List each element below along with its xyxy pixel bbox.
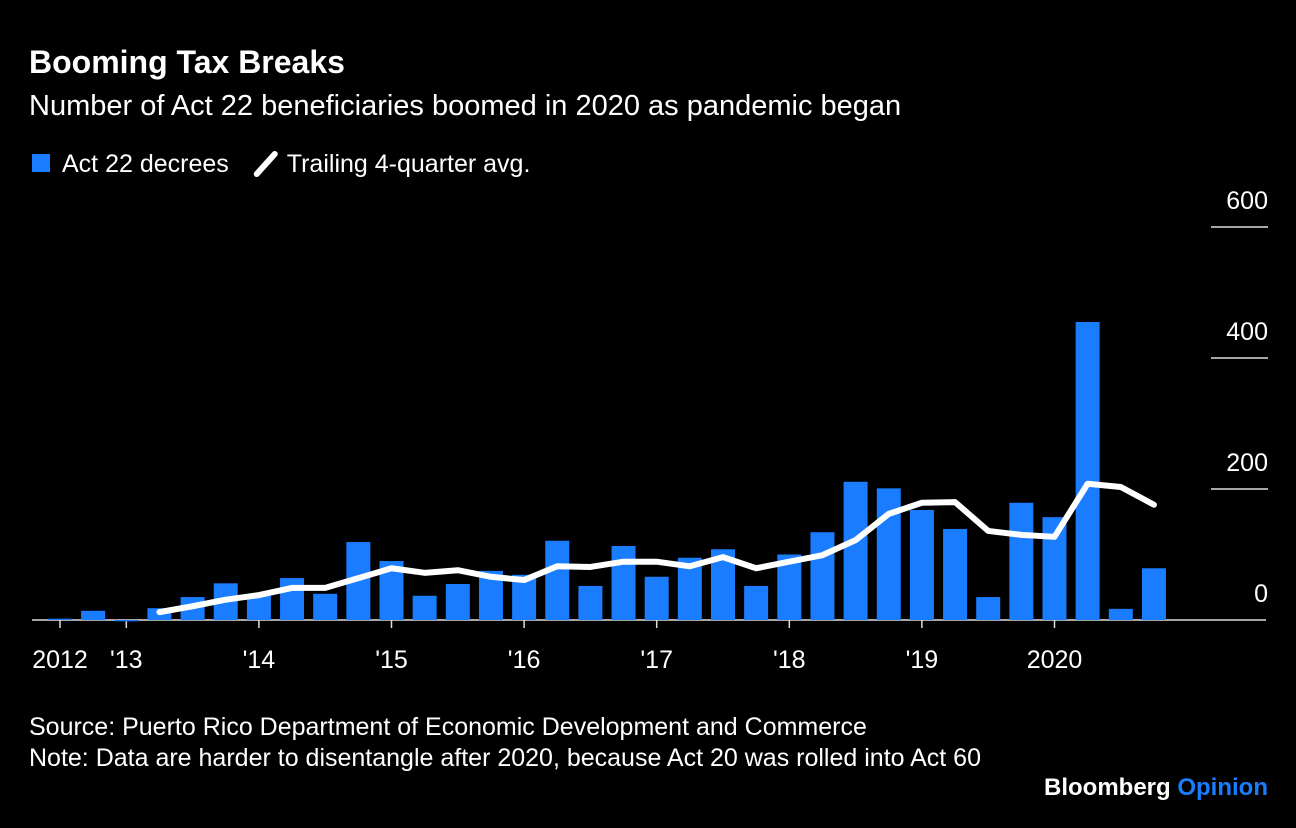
bar <box>943 528 968 620</box>
line <box>156 480 1157 616</box>
bar <box>412 595 437 620</box>
logo-opinion: Opinion <box>1177 774 1268 801</box>
bar <box>246 595 271 620</box>
bar <box>445 583 470 620</box>
x-tick-label: 2012 <box>32 646 88 674</box>
bar <box>611 545 636 620</box>
logo-brand: Bloomberg <box>1044 774 1171 801</box>
x-tick-label: '17 <box>640 646 673 674</box>
bar <box>545 540 570 620</box>
bar <box>114 620 139 622</box>
x-tick-label: '14 <box>243 646 276 674</box>
x-tick-label: '16 <box>508 646 541 674</box>
chart-subtitle: Number of Act 22 beneficiaries boomed in… <box>29 90 901 122</box>
source: Source: Puerto Rico Department of Econom… <box>29 713 867 741</box>
bar <box>644 576 669 620</box>
y-tick-label: 200 <box>1226 449 1268 477</box>
y-tick-label: 400 <box>1226 318 1268 346</box>
bar <box>843 481 868 620</box>
legend-swatch <box>32 154 50 172</box>
bar <box>1009 502 1034 620</box>
legend-label: Act 22 decrees <box>62 150 229 178</box>
chart-title: Booming Tax Breaks <box>29 44 345 80</box>
legend-swatch <box>253 151 278 177</box>
bar <box>313 593 338 620</box>
y-tick-label: 0 <box>1254 580 1268 608</box>
bar <box>1075 321 1100 620</box>
x-tick-label: '19 <box>906 646 939 674</box>
bar <box>81 610 106 620</box>
x-tick-label: '18 <box>773 646 806 674</box>
bar <box>280 578 305 620</box>
bar <box>976 597 1001 620</box>
bar <box>48 618 72 620</box>
bar <box>909 509 934 620</box>
bar <box>810 532 835 620</box>
legend-label: Trailing 4-quarter avg. <box>287 150 531 178</box>
note: Note: Data are harder to disentangle aft… <box>29 744 981 772</box>
x-tick-label: 2020 <box>1027 646 1083 674</box>
x-tick-label: '15 <box>375 646 408 674</box>
logo: Bloomberg Opinion <box>1044 774 1268 801</box>
bar <box>578 585 603 620</box>
bar <box>1141 568 1166 620</box>
y-tick-label: 600 <box>1226 187 1268 215</box>
bar <box>1108 608 1133 620</box>
footer: Source: Puerto Rico Department of Econom… <box>29 712 1019 774</box>
x-tick-label: '13 <box>110 646 143 674</box>
bar <box>744 585 769 620</box>
